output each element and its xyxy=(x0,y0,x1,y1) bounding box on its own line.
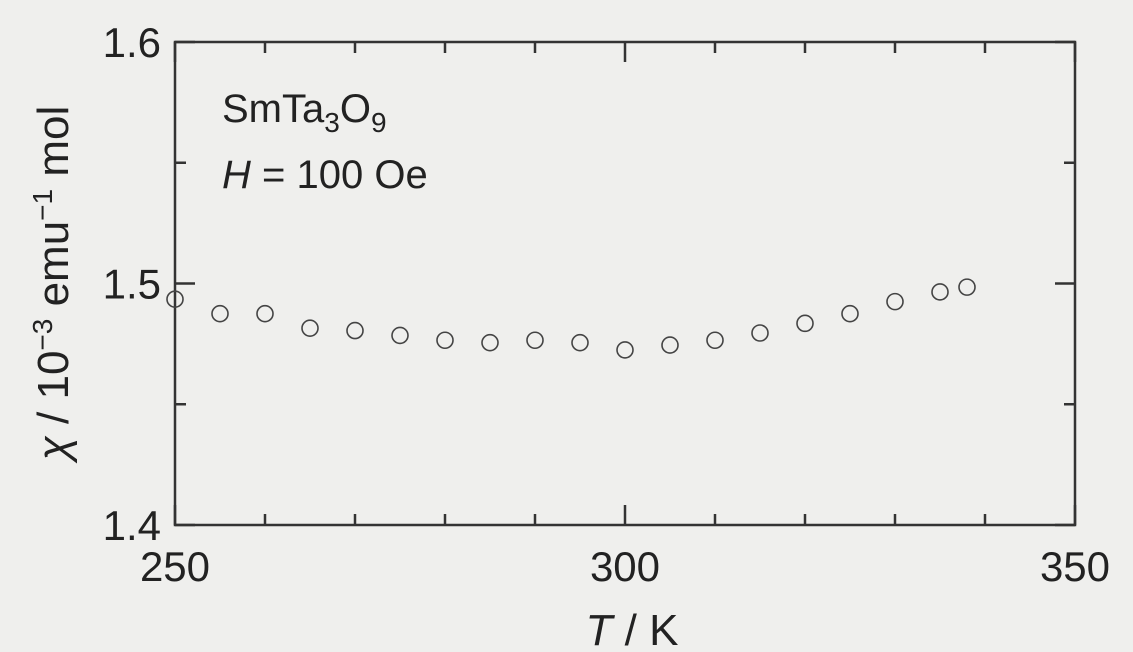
data-point xyxy=(301,319,319,337)
x-tick-label: 350 xyxy=(1040,543,1110,590)
data-point xyxy=(931,283,949,301)
tick-labels: 250 300 350 1.4 1.5 1.6 xyxy=(103,19,1110,590)
y-axis-title: χ / 10−3 emu−1 mol xyxy=(27,106,78,464)
data-point xyxy=(841,304,859,323)
data-point xyxy=(211,304,229,323)
y-tick-label: 1.4 xyxy=(103,502,161,549)
data-point xyxy=(436,331,454,350)
data-point xyxy=(796,314,814,333)
y-tick-label: 1.6 xyxy=(103,19,161,66)
data-point xyxy=(751,324,769,342)
y-tick-label: 1.5 xyxy=(103,261,161,308)
axis-ticks xyxy=(173,40,1077,527)
data-point xyxy=(958,278,976,296)
data-point xyxy=(616,341,634,359)
data-point xyxy=(526,331,544,350)
data-point xyxy=(886,292,904,311)
data-point xyxy=(166,290,184,308)
data-points xyxy=(166,278,976,359)
compound-label: SmTa3O9 xyxy=(222,87,387,138)
data-point xyxy=(391,326,409,345)
data-point xyxy=(256,304,274,323)
data-point xyxy=(571,333,589,352)
x-axis-title: T / K xyxy=(586,606,679,652)
x-tick-label: 300 xyxy=(590,543,660,590)
x-tick-label: 250 xyxy=(140,543,210,590)
data-point xyxy=(706,331,724,350)
data-point xyxy=(346,321,364,340)
data-point xyxy=(661,336,679,354)
field-label: H = 100 Oe xyxy=(222,153,428,197)
data-point xyxy=(481,333,499,352)
